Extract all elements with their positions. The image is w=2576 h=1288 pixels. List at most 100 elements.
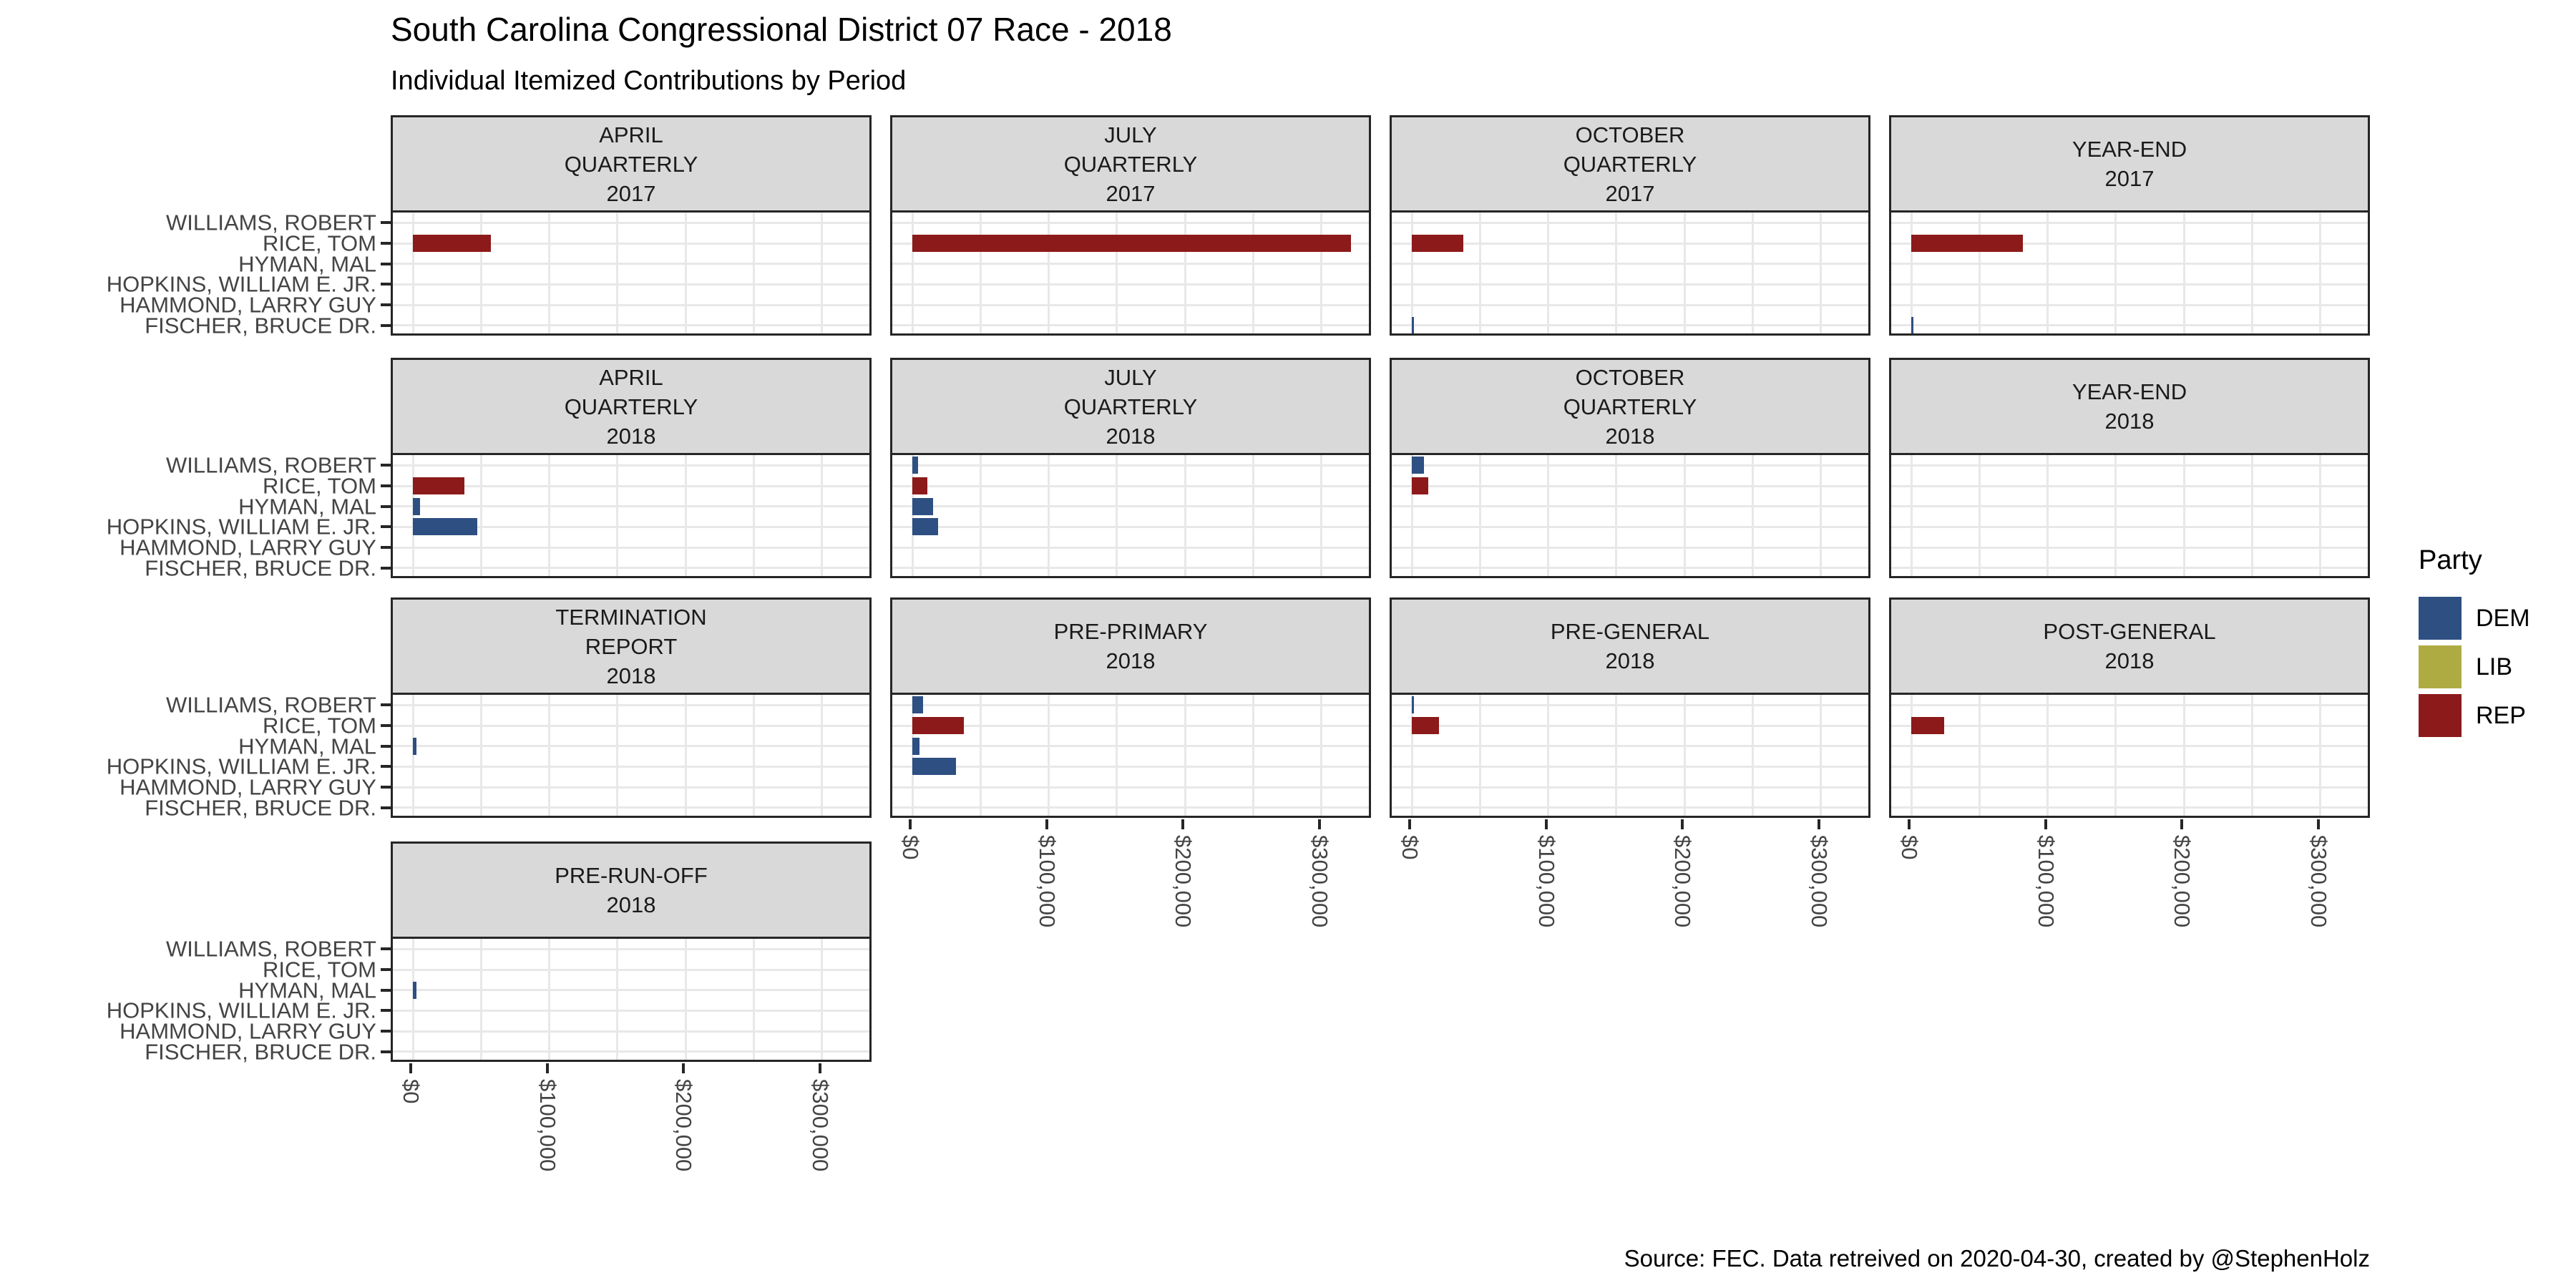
gridline [2114, 695, 2117, 816]
y-axis-label-rice-tom: RICE, TOM [262, 230, 376, 256]
gridline [393, 1050, 869, 1053]
gridline [616, 939, 619, 1060]
gridline [1910, 213, 1913, 333]
gridline [1048, 455, 1050, 576]
panel-grid-october-quarterly-2017 [1392, 213, 1868, 333]
panel-grid-july-quarterly-2018 [892, 455, 1369, 576]
gridline [1615, 455, 1618, 576]
gridline [1392, 525, 1868, 528]
gridline [1320, 695, 1322, 816]
gridline [2250, 213, 2253, 333]
x-axis-tick [1908, 819, 1911, 829]
panel-grid-termination-report-2018 [393, 695, 869, 816]
gridline [1891, 786, 2368, 789]
gridline [1683, 213, 1686, 333]
gridline [1891, 484, 2368, 487]
x-axis-tick-label: $0 [1897, 835, 1922, 860]
y-axis-label-hyman-mal: HYMAN, MAL [238, 977, 376, 1003]
x-axis-tick-label: $100,000 [1034, 835, 1060, 928]
y-axis-tick [381, 744, 391, 748]
gridline [1751, 695, 1754, 816]
x-axis-tick-label: $100,000 [1533, 835, 1559, 928]
bar-rice-tom-rep [1911, 717, 1944, 734]
facet-strip-year-end-2018: YEAR-END 2018 [1889, 358, 2370, 455]
panel-grid-october-quarterly-2018 [1392, 455, 1868, 576]
bar-williams-robert-dem [912, 696, 924, 714]
gridline [616, 455, 619, 576]
gridline [479, 939, 482, 1060]
y-axis-tick [381, 765, 391, 769]
facet-strip-label-april-quarterly-2017: APRIL QUARTERLY 2017 [564, 122, 698, 206]
facet-panel-october-quarterly-2017 [1390, 213, 1870, 336]
facet-strip-label-july-quarterly-2018: JULY QUARTERLY 2018 [1063, 364, 1198, 449]
gridline [1683, 695, 1686, 816]
gridline [1547, 213, 1549, 333]
gridline [393, 525, 869, 528]
x-axis-tick [409, 1063, 412, 1073]
gridline [892, 525, 1369, 528]
chart-title: South Carolina Congressional District 07… [391, 11, 1172, 48]
x-axis-tick-label: $200,000 [1670, 835, 1695, 928]
gridline [911, 695, 914, 816]
gridline [1392, 283, 1868, 286]
gridline [1392, 242, 1868, 245]
gridline [892, 484, 1369, 487]
y-axis-label-hyman-mal: HYMAN, MAL [238, 251, 376, 277]
legend-label-rep: REP [2476, 702, 2526, 729]
gridline [1891, 221, 2368, 224]
gridline [821, 455, 823, 576]
y-axis-tick [381, 724, 391, 727]
gridline [1891, 303, 2368, 306]
gridline [393, 1009, 869, 1012]
gridline [1392, 546, 1868, 549]
gridline [393, 703, 869, 706]
facet-panel-year-end-2017 [1889, 213, 2370, 336]
gridline [1392, 745, 1868, 748]
panel-grid-july-quarterly-2017 [892, 213, 1369, 333]
x-axis-tick [1681, 819, 1684, 829]
y-axis-label-fischer-bruce-dr: FISCHER, BRUCE DR. [145, 555, 376, 581]
gridline [1751, 455, 1754, 576]
gridline [548, 939, 550, 1060]
facet-strip-pre-run-off-2018: PRE-RUN-OFF 2018 [391, 841, 872, 939]
chart-caption: Source: FEC. Data retreived on 2020-04-3… [1624, 1245, 2370, 1272]
gridline [393, 806, 869, 809]
gridline [393, 1030, 869, 1033]
gridline [892, 505, 1369, 508]
legend-label-dem: DEM [2476, 605, 2530, 632]
x-axis-tick-label: $100,000 [535, 1079, 560, 1172]
facet-panel-july-quarterly-2018 [890, 455, 1371, 578]
gridline [2046, 213, 2049, 333]
bar-hyman-mal-dem [912, 737, 919, 755]
gridline [1184, 213, 1186, 333]
x-axis-tick [1408, 819, 1411, 829]
y-axis-label-hammond-larry-guy: HAMMOND, LARRY GUY [119, 535, 376, 560]
facet-strip-label-april-quarterly-2018: APRIL QUARTERLY 2018 [564, 364, 698, 449]
gridline [1910, 455, 1913, 576]
gridline [1116, 695, 1118, 816]
y-axis-tick [381, 968, 391, 971]
gridline [1252, 455, 1254, 576]
facet-panel-pre-general-2018 [1390, 695, 1870, 818]
gridline [892, 567, 1369, 570]
gridline [752, 939, 755, 1060]
gridline [548, 695, 550, 816]
gridline [1392, 221, 1868, 224]
gridline [548, 213, 550, 333]
x-axis-tick [1317, 819, 1321, 829]
gridline [892, 786, 1369, 789]
x-axis-tick-label: $100,000 [2033, 835, 2059, 928]
gridline [393, 464, 869, 467]
x-axis-tick-label: $0 [399, 1079, 424, 1104]
gridline [1820, 213, 1822, 333]
y-axis-label-hopkins-william-e-jr: HOPKINS, WILLIAM E. JR. [106, 514, 376, 540]
facet-strip-termination-report-2018: TERMINATION REPORT 2018 [391, 597, 872, 695]
y-axis-tick [381, 988, 391, 992]
gridline [1392, 703, 1868, 706]
y-axis-label-hammond-larry-guy: HAMMOND, LARRY GUY [119, 292, 376, 318]
gridline [911, 455, 914, 576]
bar-williams-robert-dem [1412, 696, 1414, 714]
x-axis-tick-label: $0 [898, 835, 923, 860]
facet-strip-pre-primary-2018: PRE-PRIMARY 2018 [890, 597, 1371, 695]
